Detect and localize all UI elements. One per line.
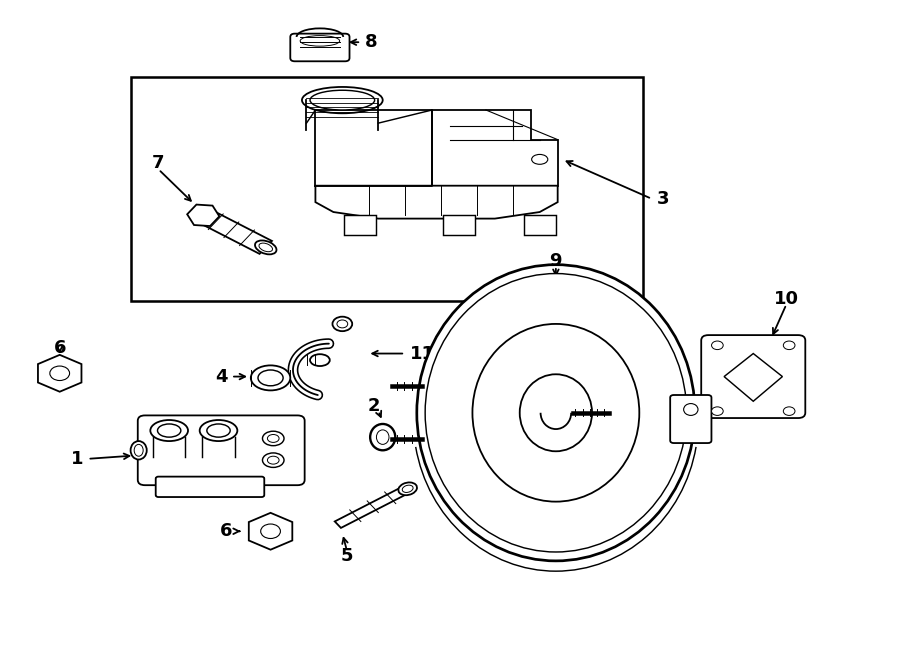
Text: 1: 1 xyxy=(71,450,84,468)
Ellipse shape xyxy=(134,444,143,456)
Ellipse shape xyxy=(50,366,69,381)
Ellipse shape xyxy=(337,320,347,328)
Ellipse shape xyxy=(712,407,724,415)
FancyBboxPatch shape xyxy=(291,34,349,61)
Text: 3: 3 xyxy=(656,190,669,208)
Ellipse shape xyxy=(251,366,291,391)
Ellipse shape xyxy=(267,456,279,464)
Ellipse shape xyxy=(258,370,284,386)
Text: 6: 6 xyxy=(220,522,233,540)
Ellipse shape xyxy=(255,241,276,254)
FancyBboxPatch shape xyxy=(701,335,806,418)
Ellipse shape xyxy=(425,274,687,552)
Bar xyxy=(131,77,643,301)
Bar xyxy=(443,215,475,235)
Ellipse shape xyxy=(207,424,230,437)
Ellipse shape xyxy=(399,483,417,495)
Ellipse shape xyxy=(783,407,795,415)
Ellipse shape xyxy=(370,424,395,450)
Ellipse shape xyxy=(684,404,698,415)
Ellipse shape xyxy=(519,374,592,451)
Ellipse shape xyxy=(712,341,724,350)
Polygon shape xyxy=(335,486,410,528)
Ellipse shape xyxy=(532,155,548,165)
Polygon shape xyxy=(315,186,558,219)
Ellipse shape xyxy=(261,524,281,539)
Polygon shape xyxy=(724,354,782,401)
Text: 11: 11 xyxy=(410,344,435,362)
Text: 8: 8 xyxy=(364,33,377,51)
Ellipse shape xyxy=(783,341,795,350)
Text: 2: 2 xyxy=(367,397,380,415)
Ellipse shape xyxy=(267,434,279,442)
Polygon shape xyxy=(197,209,272,254)
Text: 4: 4 xyxy=(215,368,228,385)
Text: 5: 5 xyxy=(340,547,353,564)
Text: 6: 6 xyxy=(53,338,66,357)
Ellipse shape xyxy=(332,317,352,331)
Ellipse shape xyxy=(263,453,284,467)
Ellipse shape xyxy=(302,87,382,113)
Bar xyxy=(524,215,556,235)
FancyBboxPatch shape xyxy=(138,415,304,485)
Text: 9: 9 xyxy=(550,253,562,270)
Ellipse shape xyxy=(376,430,389,444)
Ellipse shape xyxy=(259,243,273,252)
Ellipse shape xyxy=(310,354,329,366)
FancyBboxPatch shape xyxy=(156,477,265,497)
FancyBboxPatch shape xyxy=(670,395,712,443)
Ellipse shape xyxy=(130,441,147,459)
Polygon shape xyxy=(432,110,558,186)
Ellipse shape xyxy=(417,264,695,561)
Ellipse shape xyxy=(200,420,238,441)
Ellipse shape xyxy=(402,485,413,492)
Bar xyxy=(344,215,376,235)
Ellipse shape xyxy=(158,424,181,437)
Ellipse shape xyxy=(472,324,639,502)
Ellipse shape xyxy=(150,420,188,441)
Ellipse shape xyxy=(301,36,339,46)
Text: 10: 10 xyxy=(774,290,799,308)
Ellipse shape xyxy=(263,431,284,446)
Ellipse shape xyxy=(310,91,374,110)
Text: 7: 7 xyxy=(152,153,165,172)
